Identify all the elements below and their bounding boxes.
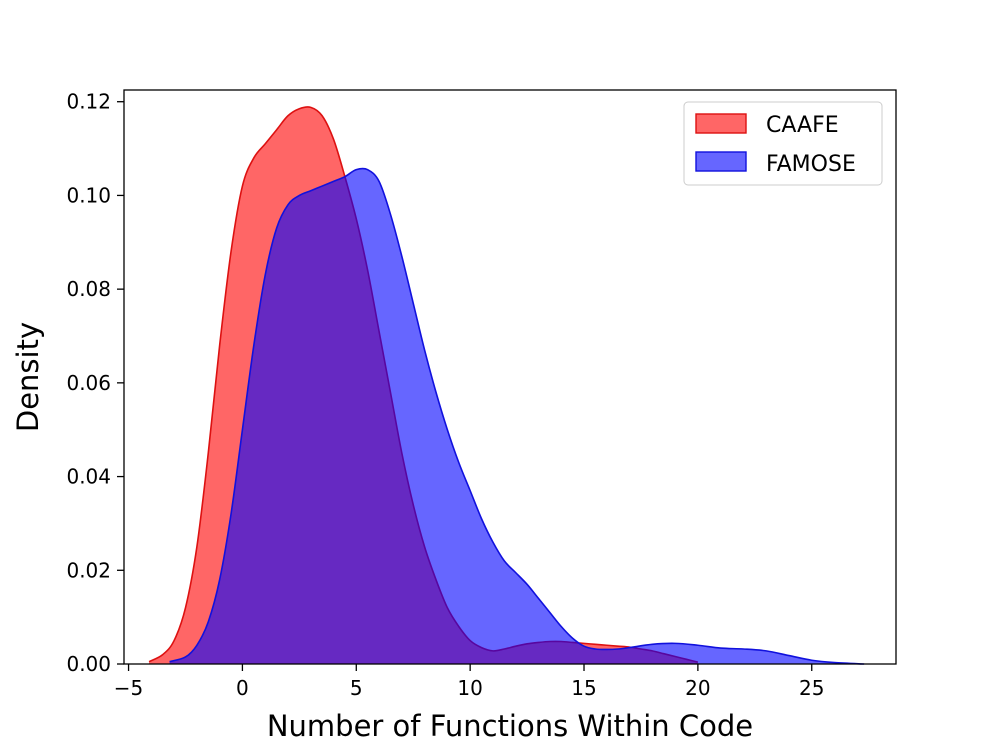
y-tick-label: 0.04 (66, 465, 111, 489)
x-tick-label: 20 (685, 676, 710, 700)
axes-frame (123, 89, 897, 665)
x-tick-label: 5 (350, 676, 363, 700)
legend-label-caafe: CAAFE (766, 113, 839, 138)
legend-label-famose: FAMOSE (766, 152, 856, 177)
y-tick-label: 0.06 (66, 371, 111, 395)
x-axis-label: Number of Functions Within Code (267, 709, 753, 743)
y-tick-label: 0.10 (66, 183, 111, 207)
y-tick-label: 0.02 (66, 558, 111, 582)
density-area-famose (169, 168, 865, 664)
x-axis-ticks: −5 0 5 10 15 20 25 (114, 664, 824, 700)
density-line-famose (169, 167, 865, 665)
y-axis-ticks: 0.00 0.02 0.04 0.06 0.08 0.10 0.12 (66, 90, 124, 676)
y-tick-label: 0.08 (66, 277, 111, 301)
x-tick-label: 10 (457, 676, 482, 700)
x-tick-label: 25 (799, 676, 824, 700)
legend: CAAFE FAMOSE (683, 101, 883, 186)
y-tick-label: 0.12 (66, 90, 111, 114)
x-tick-label: 15 (571, 676, 596, 700)
x-tick-label: 0 (236, 676, 249, 700)
y-tick-label: 0.00 (66, 652, 111, 676)
plot-area (148, 106, 865, 665)
x-tick-label: −5 (114, 676, 143, 700)
y-axis-label: Density (11, 322, 45, 432)
legend-swatch-famose (695, 151, 747, 172)
legend-swatch-caafe (695, 113, 747, 134)
